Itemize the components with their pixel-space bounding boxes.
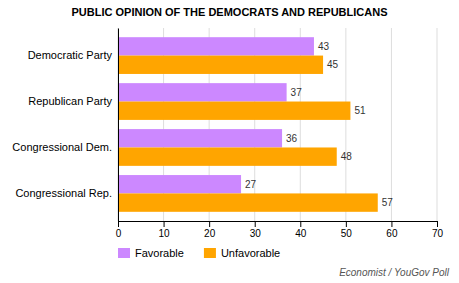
tick: Republican Party — [28, 95, 118, 107]
bar — [118, 175, 241, 193]
tick-mark — [437, 221, 438, 227]
data-label: 51 — [354, 105, 366, 116]
bar — [118, 37, 314, 55]
tick-mark — [300, 221, 301, 227]
tick-label: Democratic Party — [28, 49, 113, 61]
tick-label: 30 — [250, 228, 262, 239]
tick: Congressional Dem. — [12, 141, 118, 153]
tick: 40 — [295, 221, 307, 239]
tick: 20 — [204, 221, 216, 239]
legend-item: Favorable — [118, 247, 184, 259]
axis-line — [118, 29, 119, 222]
bar — [118, 147, 337, 165]
y-axis: Democratic Party Republican Party Congress… — [12, 29, 118, 222]
tick-label: 20 — [204, 228, 216, 239]
grid-line — [118, 28, 119, 221]
legend-item: Unfavorable — [204, 247, 280, 259]
tick-label: 10 — [159, 228, 171, 239]
tick-mark — [164, 221, 165, 227]
tick-label: 60 — [386, 228, 398, 239]
source: Economist / YouGov Poll — [339, 267, 450, 278]
tick-label: 0 — [116, 228, 122, 239]
tick: 30 — [250, 221, 262, 239]
tick: 10 — [159, 221, 171, 239]
tick-label: Congressional Dem. — [12, 141, 112, 153]
tick-mark — [346, 221, 347, 227]
data-label: 43 — [318, 41, 330, 52]
tick-label: 40 — [295, 228, 307, 239]
tick: 60 — [386, 221, 398, 239]
data-label: 57 — [382, 197, 394, 208]
data-label: 45 — [327, 59, 339, 70]
tick-mark — [391, 221, 392, 227]
grid-line — [391, 28, 392, 221]
legend: Favorable Unfavorable — [118, 247, 280, 259]
chart: PUBLIC OPINION OF THE DEMOCRATS AND REPU… — [0, 0, 459, 283]
tick: 50 — [341, 221, 353, 239]
data-labels: 43 37 36 27 45 51 48 57 — [245, 41, 393, 208]
bar — [118, 193, 378, 211]
bars — [118, 37, 378, 212]
tick-label: 50 — [341, 228, 353, 239]
data-label: 27 — [245, 179, 257, 190]
tick-label: 70 — [432, 228, 444, 239]
tick-mark — [118, 221, 119, 227]
bar — [118, 129, 282, 147]
legend-swatch — [204, 248, 216, 258]
tick: Congressional Rep. — [15, 187, 118, 199]
plot: 43 37 36 27 45 51 48 57 0 10 20 30 40 50 60 70 Democrati… — [12, 28, 443, 239]
title: PUBLIC OPINION OF THE DEMOCRATS AND REPU… — [72, 6, 388, 18]
tick-label: Republican Party — [28, 95, 112, 107]
tick-mark — [209, 221, 210, 227]
tick: 70 — [432, 221, 444, 239]
data-label: 48 — [341, 151, 353, 162]
legend-swatch — [118, 248, 130, 258]
grid-line — [345, 28, 346, 221]
data-label: 36 — [286, 133, 298, 144]
tick: 0 — [116, 221, 122, 239]
tick-label: Congressional Rep. — [15, 187, 112, 199]
x-axis: 0 10 20 30 40 50 60 70 — [116, 221, 444, 239]
bar — [118, 83, 287, 101]
legend-label: Favorable — [135, 247, 184, 259]
axis-line — [119, 222, 438, 228]
grid-line — [437, 28, 438, 221]
data-label: 37 — [291, 87, 303, 98]
grid — [118, 28, 437, 221]
tick-mark — [255, 221, 256, 227]
legend-label: Unfavorable — [221, 247, 280, 259]
bar — [118, 56, 323, 74]
bar — [118, 102, 350, 120]
tick: Democratic Party — [28, 49, 118, 61]
